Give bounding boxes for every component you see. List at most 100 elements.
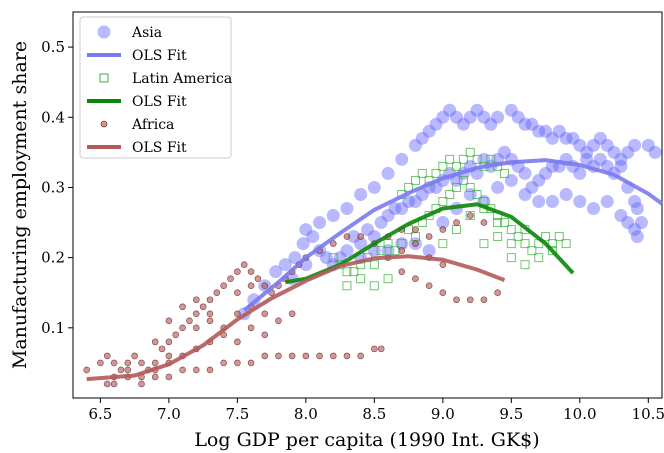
data-point <box>436 110 450 124</box>
legend-label: Africa <box>131 117 174 133</box>
data-point <box>220 282 227 290</box>
data-point <box>103 380 111 388</box>
data-point <box>593 131 607 145</box>
data-point <box>506 225 516 235</box>
data-point <box>518 187 532 201</box>
data-point <box>138 359 145 367</box>
data-point <box>431 168 441 178</box>
fit-line-africa <box>86 254 506 382</box>
data-point <box>343 233 351 240</box>
data-point <box>593 152 607 166</box>
data-point <box>450 110 464 124</box>
data-point <box>369 281 379 291</box>
data-point <box>376 246 386 256</box>
data-point <box>354 187 368 201</box>
data-point <box>422 244 436 258</box>
data-point <box>525 180 539 194</box>
data-point <box>247 282 255 290</box>
data-point <box>545 131 559 145</box>
data-point <box>465 211 475 221</box>
legend: Asia OLS Fit Latin America OLS Fit Africa OLS… <box>79 16 232 159</box>
data-point <box>261 310 269 318</box>
data-point <box>458 154 468 164</box>
y-tick-label: 0.3 <box>41 178 65 196</box>
data-point <box>491 110 505 124</box>
data-point <box>408 194 422 208</box>
data-point <box>357 352 364 360</box>
data-point <box>408 138 422 152</box>
legend-label: OLS Fit <box>132 94 187 110</box>
data-point <box>621 145 635 159</box>
data-point <box>206 310 214 318</box>
data-point <box>247 268 255 275</box>
data-point <box>412 275 419 282</box>
data-point <box>357 233 364 240</box>
y-tick-label: 0.2 <box>41 249 65 267</box>
data-point <box>165 373 173 381</box>
data-point <box>552 124 566 138</box>
data-point <box>504 173 518 187</box>
data-point <box>539 166 553 180</box>
data-point <box>600 194 614 208</box>
data-point <box>511 110 525 124</box>
data-point <box>398 268 406 275</box>
data-point <box>412 226 419 233</box>
data-point <box>138 380 145 388</box>
data-point <box>206 366 214 374</box>
data-point <box>573 138 587 152</box>
data-point <box>614 209 628 223</box>
data-point <box>491 180 505 194</box>
data-point <box>261 352 269 360</box>
data-point <box>532 194 546 208</box>
data-point <box>131 352 138 360</box>
data-point <box>547 246 557 256</box>
data-point <box>532 173 546 187</box>
data-point <box>192 324 200 332</box>
data-point <box>634 216 648 230</box>
data-point <box>124 359 132 367</box>
data-point <box>110 359 118 367</box>
legend-box <box>79 16 232 159</box>
data-point <box>326 209 340 223</box>
data-point <box>192 310 200 318</box>
data-point <box>296 237 310 251</box>
data-point <box>472 189 482 199</box>
data-point <box>213 289 221 297</box>
data-point <box>234 338 241 346</box>
data-point <box>628 223 642 237</box>
data-point <box>453 296 460 304</box>
data-point <box>547 239 557 249</box>
data-point <box>518 117 532 131</box>
data-point <box>415 187 429 201</box>
data-point <box>559 131 573 145</box>
data-point <box>463 187 477 201</box>
data-point <box>439 289 447 297</box>
data-point <box>518 166 532 180</box>
data-point <box>206 317 214 325</box>
data-point <box>165 352 173 360</box>
data-point <box>415 131 429 145</box>
data-point <box>499 218 509 228</box>
data-point <box>342 281 352 291</box>
data-point <box>630 230 644 244</box>
data-point <box>466 296 474 304</box>
data-point <box>506 253 516 263</box>
legend-label: OLS Fit <box>132 48 187 64</box>
data-point <box>412 240 419 247</box>
data-point <box>470 103 484 117</box>
x-tick-label: 7.5 <box>225 405 249 423</box>
data-point <box>165 338 173 346</box>
data-point <box>456 117 470 131</box>
data-point <box>453 219 460 226</box>
data-point <box>438 161 448 171</box>
data-point <box>422 124 436 138</box>
data-point <box>630 202 644 216</box>
data-point <box>388 202 402 216</box>
data-point <box>381 209 395 223</box>
data-point <box>600 138 614 152</box>
data-point <box>117 366 125 374</box>
data-point <box>410 175 420 185</box>
data-point <box>527 246 537 256</box>
data-point <box>234 268 241 275</box>
data-point <box>306 230 320 244</box>
